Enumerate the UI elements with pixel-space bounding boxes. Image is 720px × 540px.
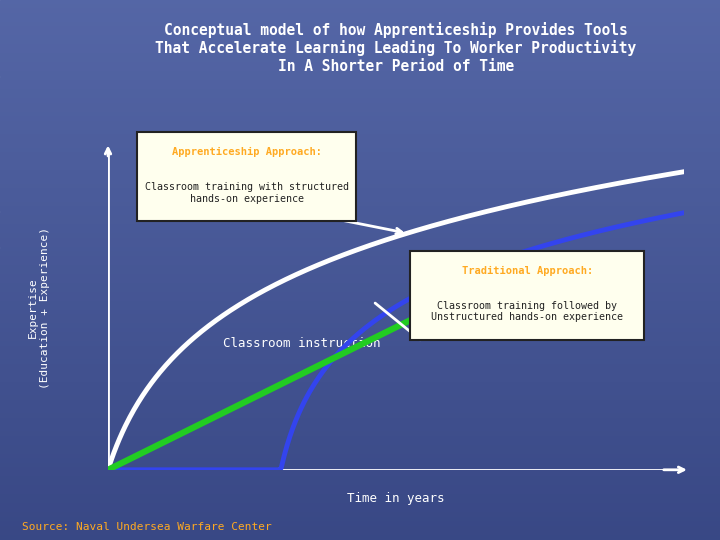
Text: Time in years: Time in years xyxy=(347,492,445,505)
Text: Experience: Experience xyxy=(517,298,592,311)
Text: Classroom training with structured
hands-on experience: Classroom training with structured hands… xyxy=(145,182,348,204)
Text: Classroom instruction: Classroom instruction xyxy=(223,337,381,350)
Text: Conceptual model of how Apprenticeship Provides Tools
That Accelerate Learning L: Conceptual model of how Apprenticeship P… xyxy=(156,22,636,73)
FancyBboxPatch shape xyxy=(137,132,356,221)
Text: Classroom training followed by
Unstructured hands-on experience: Classroom training followed by Unstructu… xyxy=(431,301,624,322)
Text: Source: Naval Undersea Warfare Center: Source: Naval Undersea Warfare Center xyxy=(22,522,271,532)
Text: Traditional Approach:: Traditional Approach: xyxy=(462,266,593,276)
Text: Expertise
(Education + Experience): Expertise (Education + Experience) xyxy=(28,227,50,389)
Text: Apprenticeship Approach:: Apprenticeship Approach: xyxy=(171,147,322,157)
FancyBboxPatch shape xyxy=(410,251,644,340)
